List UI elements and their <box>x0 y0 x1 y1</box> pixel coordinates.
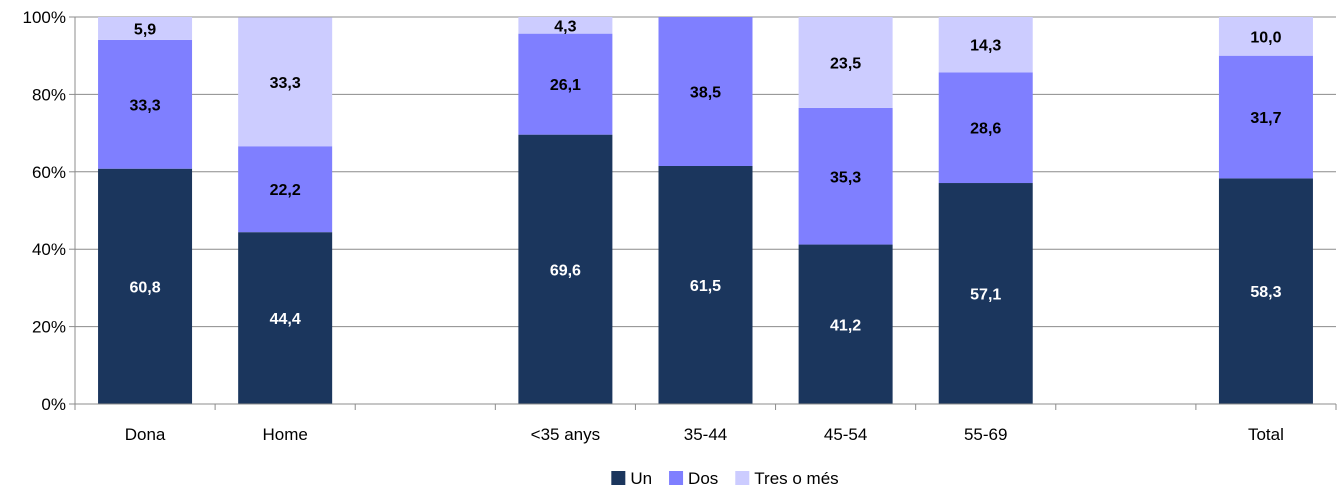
bar-segment <box>938 183 1033 404</box>
data-label: 35,3 <box>830 169 861 186</box>
legend-swatch <box>735 471 750 485</box>
y-axis: 0% 20% 40% 60% 80% 100% <box>23 8 76 414</box>
legend-label: Dos <box>688 469 718 488</box>
legend-label: Un <box>630 469 652 488</box>
data-label: 4,3 <box>554 18 576 35</box>
data-label: 60,8 <box>129 279 160 296</box>
bar-segment <box>938 17 1033 73</box>
data-label: 28,6 <box>970 121 1001 138</box>
bar-segment <box>798 17 893 108</box>
x-category-label: 35-44 <box>684 425 727 444</box>
bar-segment <box>518 33 613 135</box>
legend-label: Tres o més <box>754 469 838 488</box>
data-label: 57,1 <box>970 287 1001 304</box>
x-category-label: Total <box>1248 425 1284 444</box>
bar-segment <box>238 146 333 233</box>
bars <box>98 17 1313 404</box>
bar-segment <box>98 17 193 40</box>
bar-segment <box>238 17 333 147</box>
bar-segment <box>658 17 753 166</box>
bar-segment <box>98 168 193 404</box>
y-tick-label: 0% <box>41 395 66 414</box>
x-category-label: 45-54 <box>824 425 867 444</box>
bar-segment <box>518 17 613 34</box>
x-category-label: Home <box>262 425 307 444</box>
bar-segment <box>798 244 893 404</box>
data-label: 61,5 <box>690 278 721 295</box>
y-tick-label: 60% <box>32 163 66 182</box>
data-label: 41,2 <box>830 317 861 334</box>
legend-swatch <box>669 471 684 485</box>
data-label: 33,3 <box>129 97 160 114</box>
data-label: 58,3 <box>1250 284 1281 301</box>
data-label: 23,5 <box>830 55 861 72</box>
bar-segment <box>98 39 193 169</box>
legend-swatch <box>611 471 626 485</box>
bar-segment <box>1218 17 1313 56</box>
x-axis: Dona Home <35 anys 35-44 45-54 55-69 Total <box>74 403 1337 444</box>
data-label: 33,3 <box>270 75 301 92</box>
y-tick-label: 100% <box>23 8 66 27</box>
bar-segment <box>1218 178 1313 404</box>
bar-segment <box>798 107 893 245</box>
data-label: 26,1 <box>550 77 581 94</box>
legend: Un Dos Tres o més <box>611 469 839 488</box>
bar-segment <box>938 72 1033 184</box>
y-tick-label: 20% <box>32 318 66 337</box>
y-tick-label: 40% <box>32 240 66 259</box>
bar-segment <box>238 232 333 404</box>
bar-segment <box>1218 55 1313 179</box>
data-label: 31,7 <box>1250 110 1281 127</box>
data-label: 5,9 <box>134 21 156 38</box>
y-tick-label: 80% <box>32 85 66 104</box>
data-labels: 60,8 33,3 5,9 44,4 22,2 33,3 69,6 26,1 4,3 61,5 38… <box>129 18 1281 334</box>
x-category-label: <35 anys <box>531 425 600 444</box>
bar-segment <box>658 165 753 404</box>
data-label: 14,3 <box>970 38 1001 55</box>
data-label: 38,5 <box>690 84 721 101</box>
bar-segment <box>518 134 613 404</box>
x-category-label: Dona <box>125 425 166 444</box>
data-label: 44,4 <box>270 311 301 328</box>
data-label: 69,6 <box>550 262 581 279</box>
data-label: 10,0 <box>1250 29 1281 46</box>
x-category-label: 55-69 <box>964 425 1007 444</box>
data-label: 22,2 <box>270 182 301 199</box>
